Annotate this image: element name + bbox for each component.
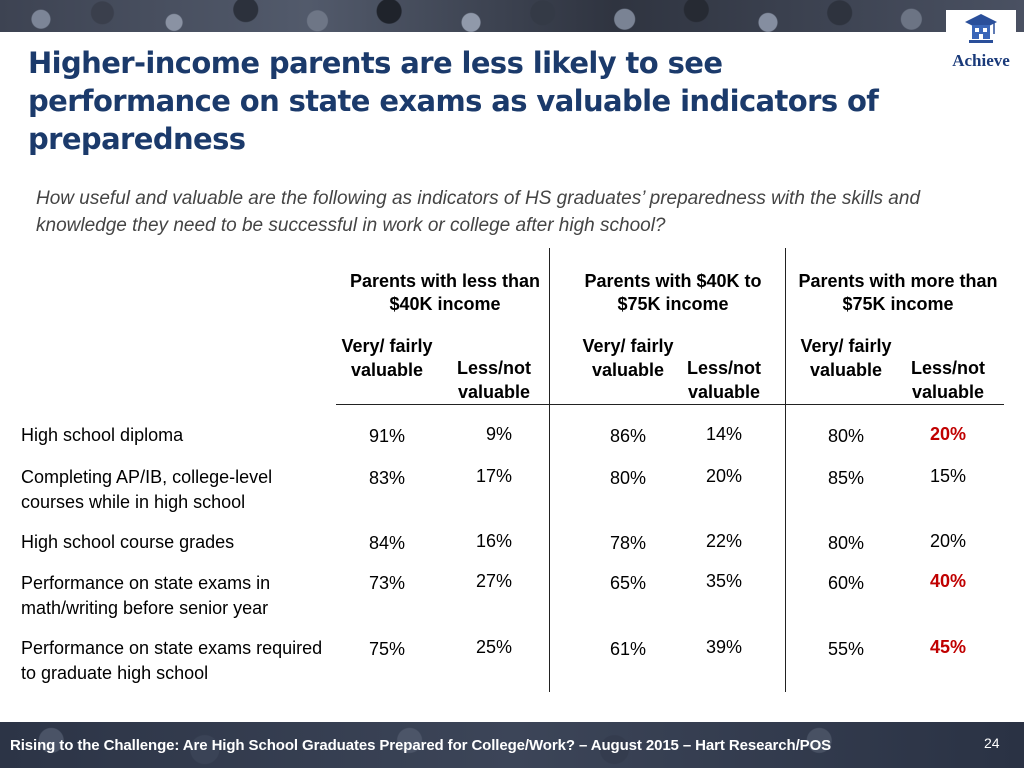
cell-value: 75% bbox=[368, 639, 406, 659]
cell-value: 73% bbox=[368, 573, 406, 593]
cell-value: 22% bbox=[705, 531, 743, 551]
footer-source: Rising to the Challenge: Are High School… bbox=[10, 737, 832, 754]
cell-value: 16% bbox=[475, 531, 513, 551]
column-divider bbox=[785, 248, 786, 692]
logo-text: Achieve bbox=[952, 51, 1010, 70]
cell-value: 25% bbox=[475, 637, 513, 657]
cell-value: 15% bbox=[929, 466, 967, 486]
footer-banner bbox=[0, 722, 1024, 768]
group-header-mid-income: Parents with $40K to $75K income bbox=[584, 271, 762, 314]
row-label: Performance on state exams required to g… bbox=[21, 638, 323, 683]
page-number: 24 bbox=[984, 735, 1000, 751]
cell-value: 20% bbox=[929, 531, 967, 551]
row-label: Performance on state exams in math/writi… bbox=[21, 573, 271, 618]
cell-value: 91% bbox=[368, 426, 406, 446]
cell-value-highlight: 40% bbox=[929, 571, 967, 591]
cell-value: 17% bbox=[475, 466, 513, 486]
group-header-low-income: Parents with less than $40K income bbox=[349, 271, 541, 314]
cell-value: 86% bbox=[609, 426, 647, 446]
cell-value: 60% bbox=[827, 573, 865, 593]
subheader-less-valuable: Less/not valuable bbox=[456, 358, 531, 402]
subheader-valuable: Very/ fairly valuable bbox=[800, 336, 892, 380]
cell-value: 83% bbox=[368, 468, 406, 488]
slide-title: Higher-income parents are less likely to… bbox=[28, 46, 879, 156]
subheader-valuable: Very/ fairly valuable bbox=[582, 336, 674, 380]
subheader-valuable: Very/ fairly valuable bbox=[341, 336, 433, 380]
subheader-less-valuable: Less/not valuable bbox=[910, 358, 985, 402]
graduation-cap-icon bbox=[965, 14, 997, 43]
cell-value: 39% bbox=[705, 637, 743, 657]
header-photo-banner bbox=[0, 0, 1024, 32]
cell-value: 14% bbox=[705, 424, 743, 444]
achieve-logo: Achieve bbox=[946, 10, 1016, 76]
cell-value: 78% bbox=[609, 533, 647, 553]
cell-value: 85% bbox=[827, 468, 865, 488]
cell-value: 27% bbox=[475, 571, 513, 591]
row-label: High school course grades bbox=[21, 532, 235, 552]
group-header-high-income: Parents with more than $75K income bbox=[798, 271, 998, 314]
cell-value: 55% bbox=[827, 639, 865, 659]
row-label: Completing AP/IB, college-level courses … bbox=[21, 467, 273, 512]
cell-value: 20% bbox=[705, 466, 743, 486]
cell-value: 9% bbox=[485, 424, 512, 444]
column-divider bbox=[549, 248, 550, 692]
subheader-less-valuable: Less/not valuable bbox=[686, 358, 761, 402]
cell-value-highlight: 45% bbox=[929, 637, 967, 657]
cell-value: 80% bbox=[609, 468, 647, 488]
survey-question: How useful and valuable are the followin… bbox=[36, 188, 921, 236]
cell-value: 35% bbox=[705, 571, 743, 591]
cell-value-highlight: 20% bbox=[929, 424, 967, 444]
cell-value: 84% bbox=[368, 533, 406, 553]
cell-value: 80% bbox=[827, 426, 865, 446]
cell-value: 80% bbox=[827, 533, 865, 553]
header-divider bbox=[336, 404, 1004, 405]
cell-value: 61% bbox=[609, 639, 647, 659]
cell-value: 65% bbox=[609, 573, 647, 593]
row-label: High school diploma bbox=[21, 425, 184, 445]
